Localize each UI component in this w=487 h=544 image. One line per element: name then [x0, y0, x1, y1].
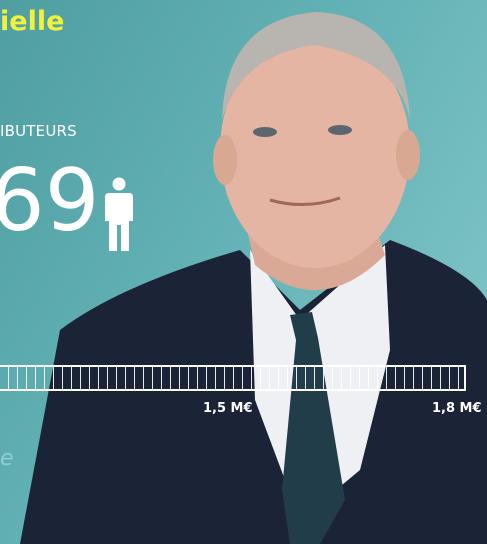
- footer-text: e: [0, 446, 14, 471]
- person-icon: [104, 177, 134, 253]
- counter-value: 69: [0, 158, 99, 244]
- progress-label: 1,5 M€: [203, 401, 253, 416]
- portrait-photo: [0, 0, 487, 544]
- counter-label: IBUTEURS: [0, 122, 77, 140]
- page: ielle IBUTEURS 69 1,5 M€ 1,8 M€ e: [0, 0, 487, 544]
- heading: ielle: [0, 6, 64, 37]
- progress-label: 1,8 M€: [432, 401, 482, 416]
- progress-bar: [0, 365, 466, 391]
